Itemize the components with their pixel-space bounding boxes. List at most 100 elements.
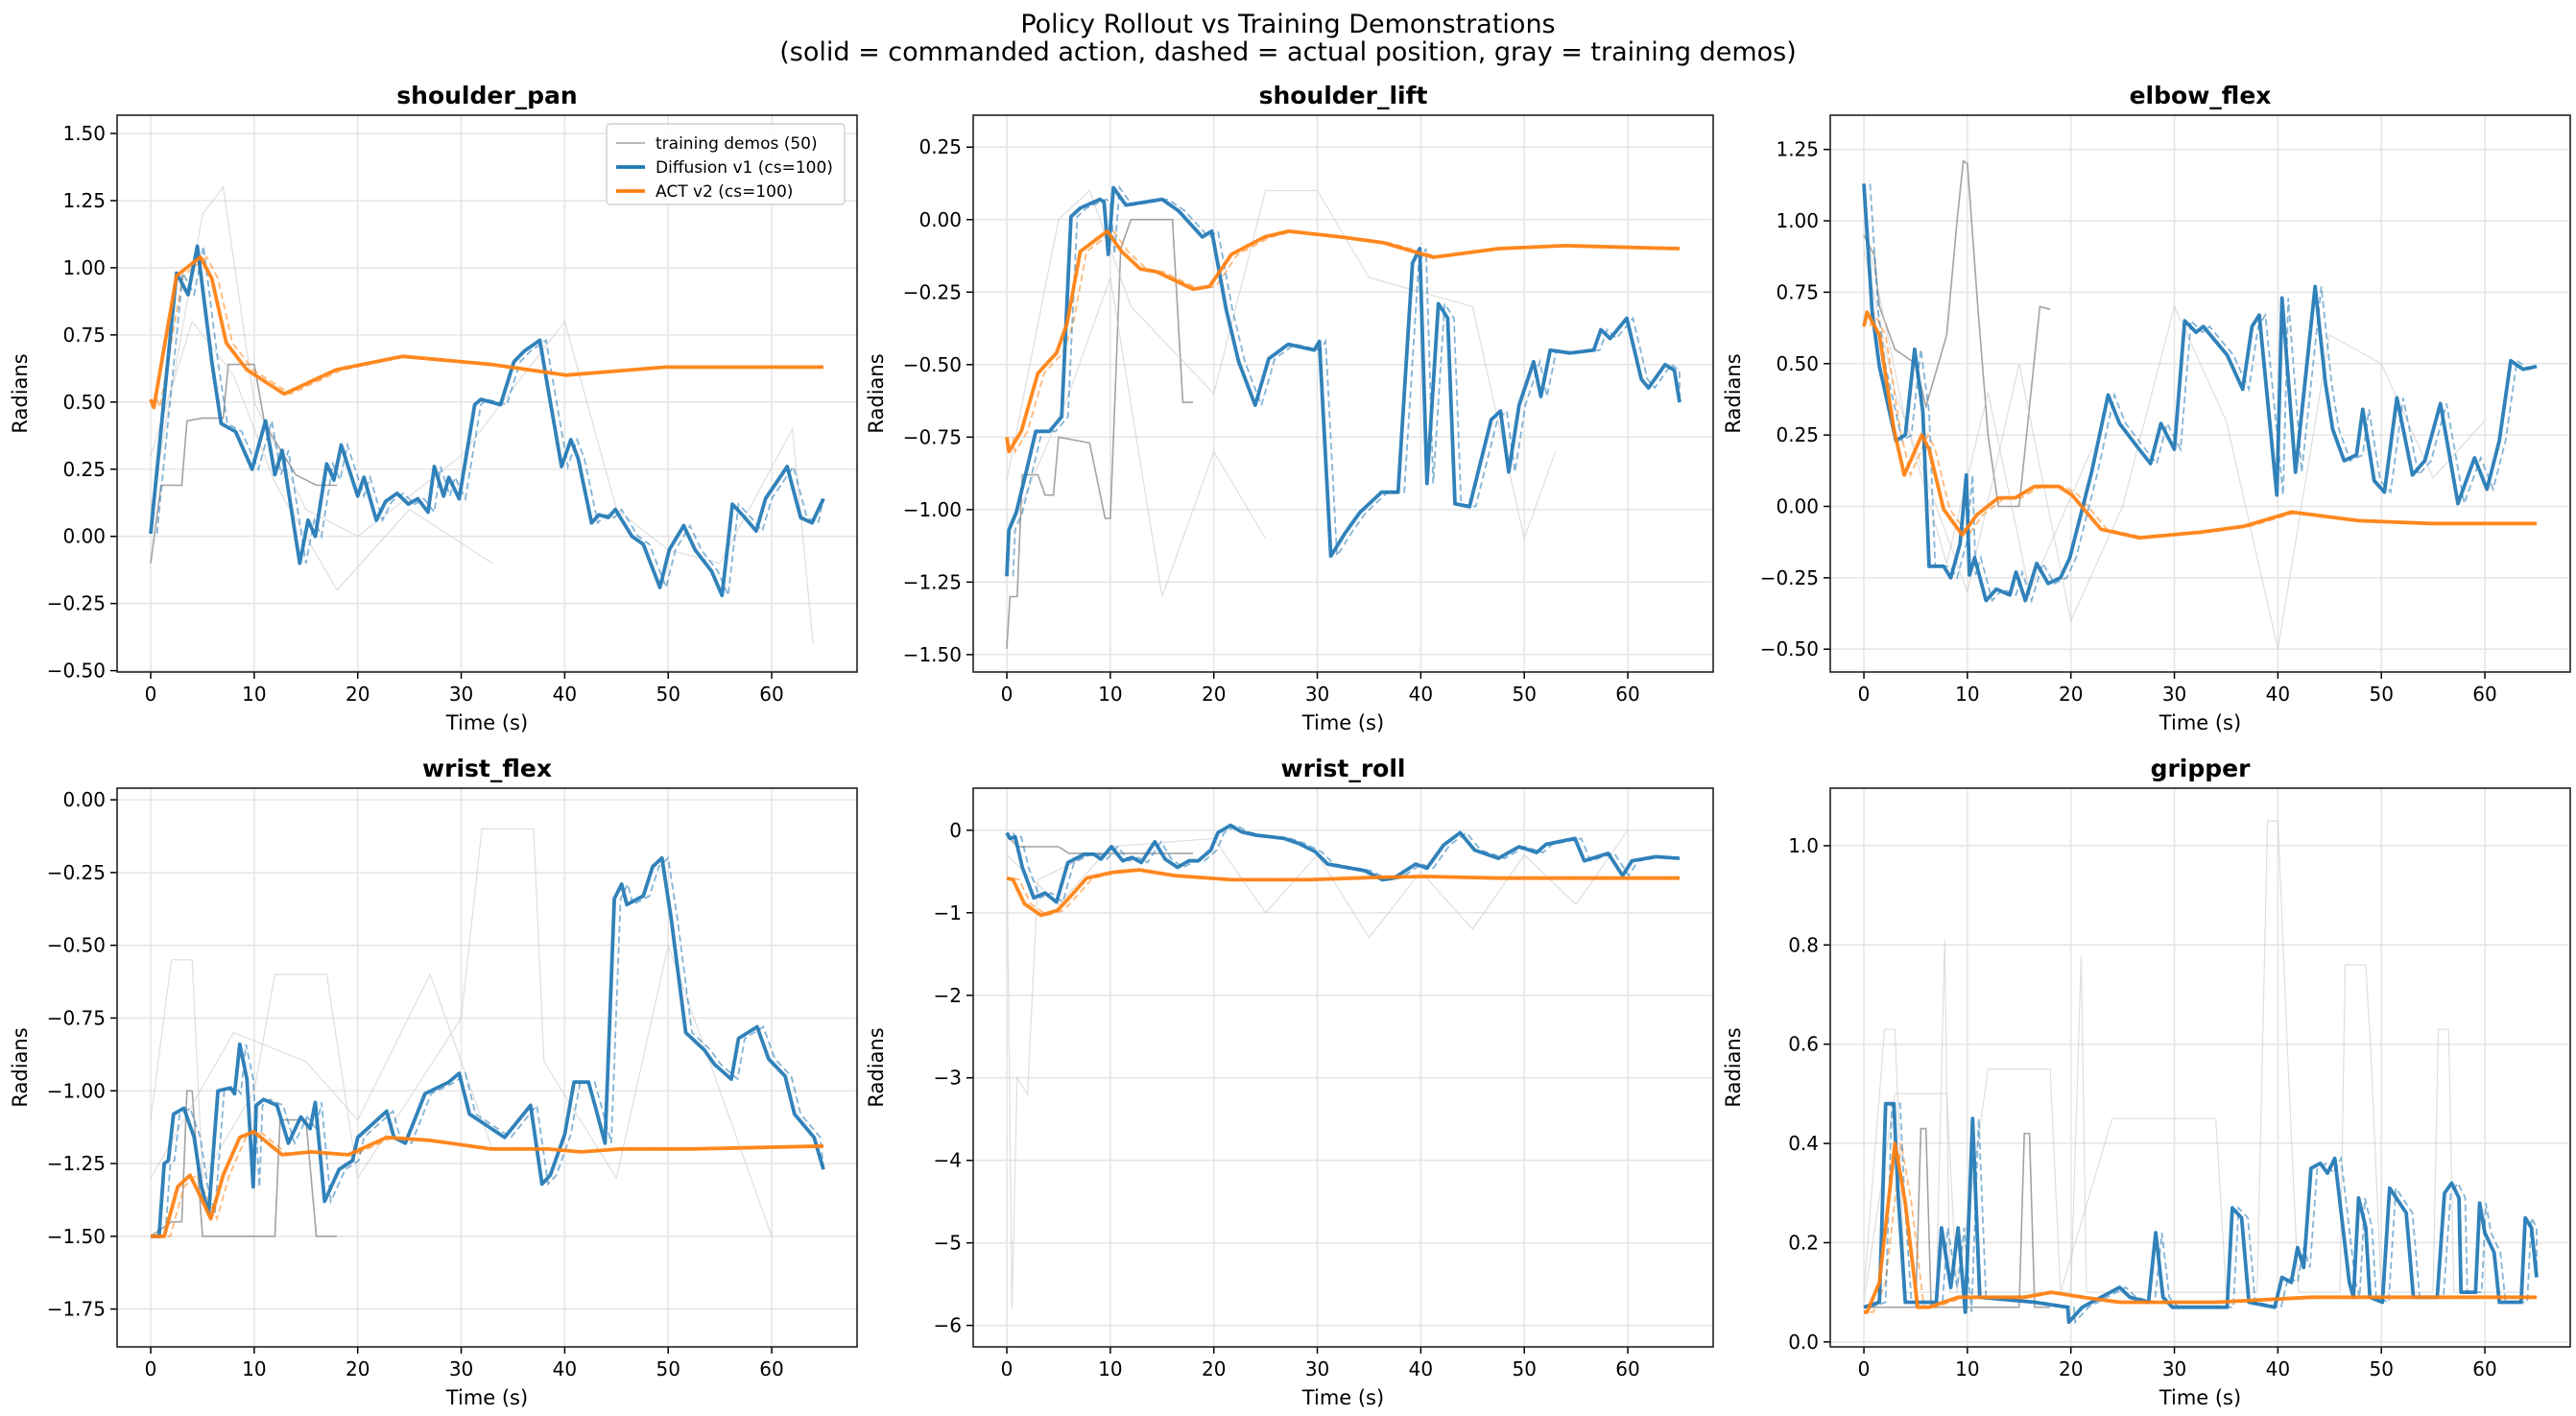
x-tick-label: 10 xyxy=(1098,683,1122,706)
act-commanded-line xyxy=(1864,1141,2537,1314)
legend: training demos (50) Diffusion v1 (cs=100)… xyxy=(606,123,846,205)
act-actual-position-line xyxy=(1869,309,2537,540)
figure-subtitle: (solid = commanded action, dashed = actu… xyxy=(779,37,1797,67)
diffusion-actual-position-line xyxy=(156,855,824,1237)
x-tick-label: 50 xyxy=(656,1357,680,1380)
diffusion-commanded-line xyxy=(1005,823,1681,904)
training-demo-line xyxy=(1864,1127,2051,1308)
y-tick-label: −6 xyxy=(934,1314,962,1337)
act-actual-position-line xyxy=(155,255,823,411)
y-tick-label: −0.25 xyxy=(1760,566,1819,589)
y-tick-label: −1.50 xyxy=(47,1225,106,1248)
x-tick-label: 50 xyxy=(1512,1357,1536,1380)
legend-entry: Diffusion v1 (cs=100) xyxy=(656,158,833,178)
y-axis-label: Radians xyxy=(9,1027,32,1107)
y-tick-label: 0.8 xyxy=(1788,933,1819,956)
subplot-title: shoulder_lift xyxy=(1259,82,1428,109)
x-tick-label: 10 xyxy=(1955,1357,1979,1380)
axes-frame xyxy=(972,787,1714,1348)
training-demo-line xyxy=(150,363,338,564)
axes-frame xyxy=(1829,787,2571,1348)
act-commanded-line xyxy=(1862,310,2537,540)
act-commanded-line xyxy=(151,1129,824,1238)
x-axis-label: Time (s) xyxy=(2159,1386,2241,1409)
axes-frame xyxy=(1829,114,2571,673)
x-tick-label: 0 xyxy=(145,683,157,706)
y-tick-label: −0.25 xyxy=(47,592,106,615)
x-axis-label: Time (s) xyxy=(2159,711,2241,734)
y-tick-label: 0.0 xyxy=(1788,1331,1819,1354)
diffusion-actual-position-line xyxy=(1869,183,2538,604)
y-tick-label: −0.25 xyxy=(903,280,962,303)
y-tick-label: −1.25 xyxy=(903,570,962,593)
subplot-elbow-flex: 0 10 20 30 40 50 60 −0.50 −0.25 0.00 0.25 0.50 0.75 1… xyxy=(1722,82,2571,734)
y-tick-label: 0.6 xyxy=(1788,1033,1819,1056)
x-tick-label: 30 xyxy=(1305,683,1329,706)
x-tick-label: 30 xyxy=(449,683,473,706)
y-tick-label: −4 xyxy=(934,1149,962,1172)
y-tick-label: 0.25 xyxy=(1776,423,1819,446)
plot-area xyxy=(1863,820,2539,1325)
x-tick-label: 40 xyxy=(1409,683,1433,706)
y-tick-label: 0.00 xyxy=(1776,494,1819,517)
x-axis-label: Time (s) xyxy=(1301,711,1384,734)
subplot-shoulder-pan: 0 10 20 30 40 50 60 −0.50 −0.25 0.00 0.25 0.50 0.75 1… xyxy=(9,82,858,734)
training-demo-line xyxy=(1863,220,2092,594)
x-tick-label: 60 xyxy=(759,683,783,706)
x-tick-label: 20 xyxy=(1202,1357,1226,1380)
training-demo-line xyxy=(1006,838,1090,1309)
axes-frame xyxy=(972,114,1714,673)
y-tick-label: 0.00 xyxy=(62,788,106,811)
y-tick-label: −0.25 xyxy=(47,861,106,884)
y-tick-label: 0.4 xyxy=(1788,1132,1819,1155)
x-tick-label: 40 xyxy=(553,1357,577,1380)
x-tick-label: 0 xyxy=(1858,683,1871,706)
y-axis-label: Radians xyxy=(865,353,888,433)
axes-frame xyxy=(116,114,858,673)
x-tick-label: 0 xyxy=(1001,683,1014,706)
training-demo-line xyxy=(1006,189,1557,541)
x-tick-label: 40 xyxy=(2266,683,2290,706)
act-commanded-line xyxy=(1005,228,1681,454)
figure-title: Policy Rollout vs Training Demonstration… xyxy=(1020,10,1556,39)
y-tick-label: −1.00 xyxy=(47,1079,106,1102)
y-tick-label: 0.25 xyxy=(918,135,962,158)
plot-area xyxy=(1862,159,2538,650)
x-tick-label: 60 xyxy=(759,1357,783,1380)
y-tick-label: 0.00 xyxy=(62,525,106,548)
diffusion-commanded-line xyxy=(1862,183,2538,603)
y-tick-label: −1 xyxy=(934,901,962,924)
x-tick-label: 60 xyxy=(1615,1357,1639,1380)
plot-area xyxy=(1005,823,1681,1309)
y-tick-label: 0.75 xyxy=(1776,280,1819,303)
y-tick-label: −0.50 xyxy=(47,934,106,957)
x-tick-label: 20 xyxy=(1202,683,1226,706)
y-tick-label: 1.25 xyxy=(62,189,106,212)
y-tick-label: 0.2 xyxy=(1788,1231,1819,1254)
y-tick-label: −1.00 xyxy=(903,498,962,521)
y-tick-label: −0.75 xyxy=(903,425,962,448)
y-tick-label: −0.50 xyxy=(47,660,106,683)
x-tick-label: 50 xyxy=(656,683,680,706)
y-tick-label: −1.75 xyxy=(47,1298,106,1321)
y-tick-label: 1.0 xyxy=(1788,834,1819,857)
diffusion-actual-position-line xyxy=(1012,824,1681,904)
training-demo-line xyxy=(150,1090,338,1237)
x-tick-label: 60 xyxy=(2472,1357,2496,1380)
x-tick-label: 0 xyxy=(145,1357,157,1380)
y-axis-label: Radians xyxy=(1722,353,1745,433)
subplot-gripper: 0 10 20 30 40 50 60 0.0 0.2 0.4 0.6 0.8 1.0 gripper Ti… xyxy=(1722,755,2571,1409)
x-tick-label: 40 xyxy=(1409,1357,1433,1380)
diffusion-commanded-line xyxy=(1005,185,1682,577)
x-tick-label: 40 xyxy=(2266,1357,2290,1380)
training-demo-line xyxy=(1863,1068,2228,1303)
x-tick-label: 20 xyxy=(2059,683,2083,706)
subplot-title: wrist_flex xyxy=(422,755,552,782)
y-tick-label: 0.25 xyxy=(62,458,106,481)
y-tick-label: 0.50 xyxy=(1776,352,1819,375)
y-tick-label: −0.75 xyxy=(47,1006,106,1029)
training-demo-line xyxy=(1006,218,1194,649)
y-tick-label: −3 xyxy=(934,1067,962,1090)
x-tick-label: 30 xyxy=(1305,1357,1329,1380)
training-demo-line xyxy=(150,320,493,591)
